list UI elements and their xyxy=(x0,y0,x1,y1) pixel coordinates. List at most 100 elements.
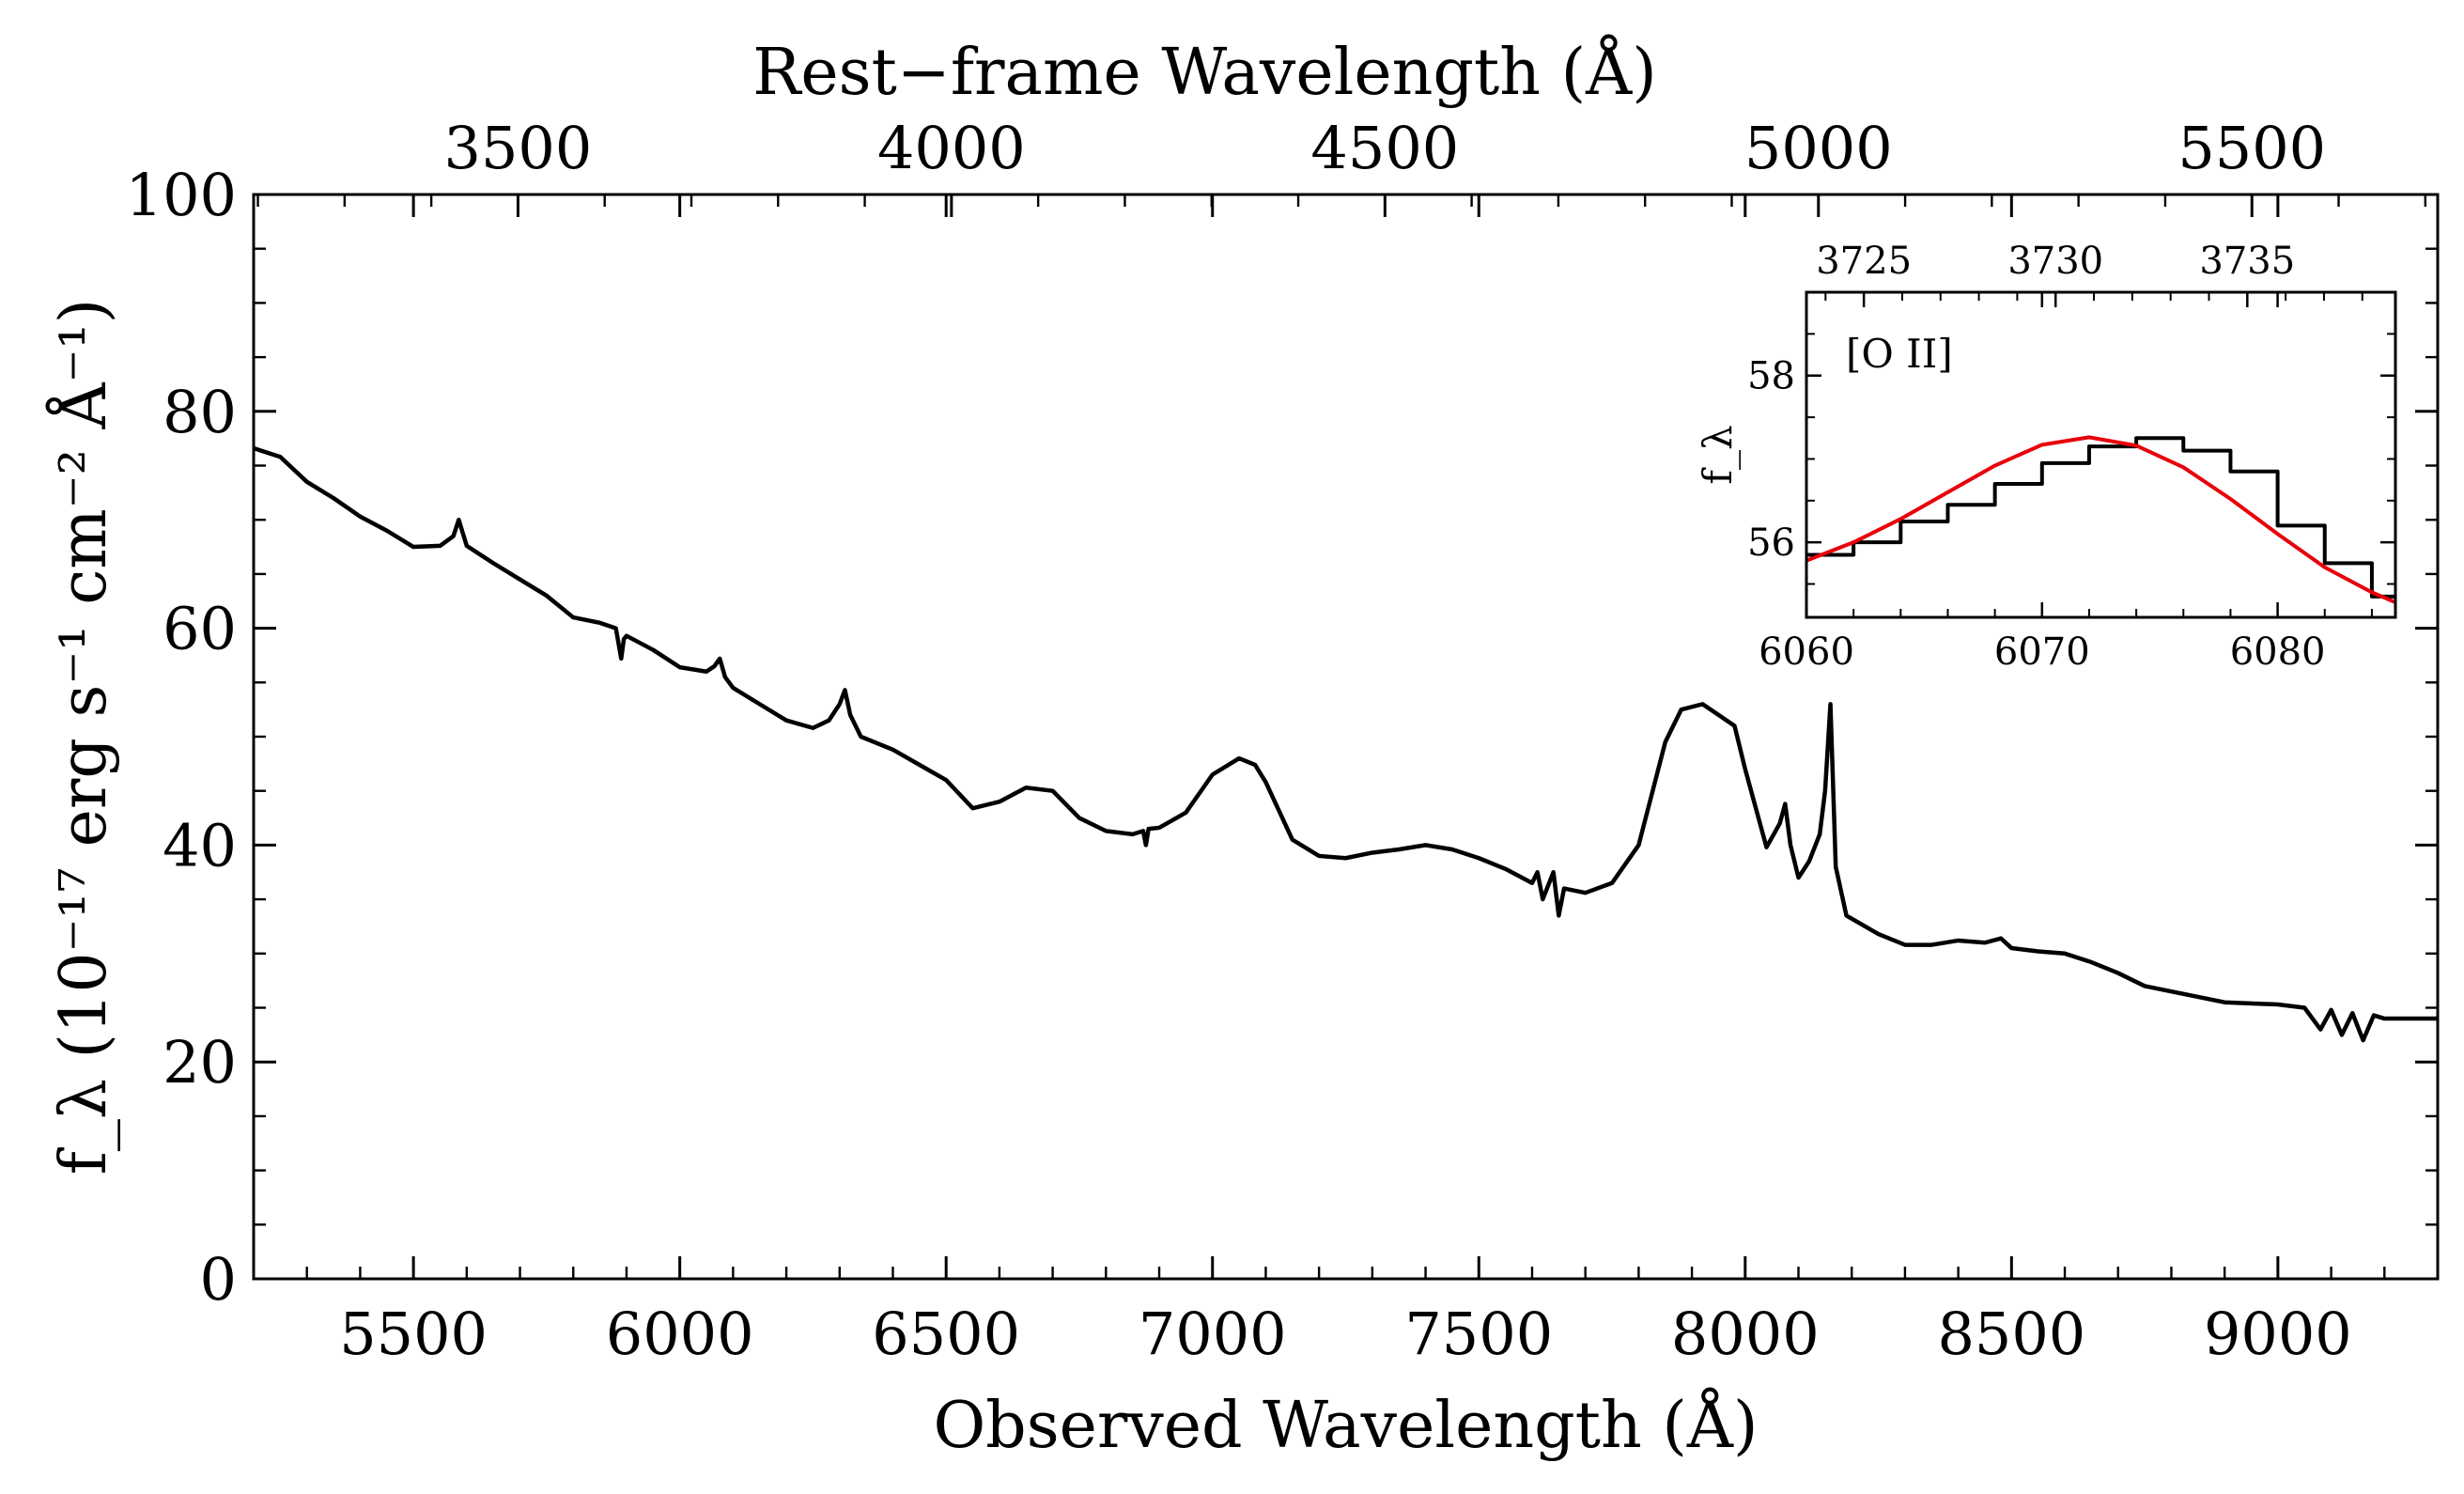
inset-plot: 6060 6070 6080 3725 3730 3735 56 58 [O II] f_λ xyxy=(1695,240,2397,674)
inset-data-point xyxy=(2324,567,2325,568)
main-data-point xyxy=(360,516,361,517)
main-data-point xyxy=(1254,764,1255,765)
main-data-point xyxy=(679,667,680,668)
inset-data-point xyxy=(2136,445,2137,446)
main-data-point xyxy=(2384,1018,2385,1019)
y-axis-title: f_λ (10⁻¹⁷ erg s⁻¹ cm⁻² Å⁻¹) xyxy=(46,299,121,1175)
main-x-tick-label: 7500 xyxy=(1404,1299,1553,1368)
main-data-point xyxy=(493,563,494,564)
main-data-point xyxy=(1808,861,1809,862)
main-data-point xyxy=(2373,1015,2374,1016)
main-data-point xyxy=(1158,827,1159,828)
main-data-point xyxy=(1611,882,1612,883)
main-data-point xyxy=(1878,933,1879,934)
inset-series-steps-0 xyxy=(1806,436,2395,599)
inset-data-point xyxy=(1994,465,1995,466)
main-data-point xyxy=(1718,714,1719,715)
main-top-x-tick-label: 5500 xyxy=(2177,114,2326,182)
inset-ticks: 6060 6070 6080 3725 3730 3735 56 58 xyxy=(1747,240,2395,674)
main-data-point xyxy=(615,628,616,629)
inset-data-point xyxy=(2088,446,2089,447)
main-data-point xyxy=(1846,915,1847,916)
main-data-point xyxy=(720,658,721,659)
inset-plot-frame xyxy=(1805,290,2397,619)
main-data-point xyxy=(705,671,706,672)
main-data-point xyxy=(1958,940,1959,941)
main-data-point xyxy=(1148,828,1149,829)
inset-series-smooth-1 xyxy=(1806,435,2395,604)
main-data-point xyxy=(1212,774,1213,775)
main-plot-border xyxy=(252,193,2440,1281)
main-data-point xyxy=(1904,944,1905,945)
main-data-point xyxy=(1585,893,1586,894)
main-data-point xyxy=(1451,848,1452,849)
inset-top-x-tick-label: 3735 xyxy=(2199,240,2295,283)
main-data-point xyxy=(386,530,387,531)
main-y-tick-label: 40 xyxy=(163,811,237,879)
main-data-point xyxy=(1744,769,1745,770)
main-data-point xyxy=(999,801,1000,802)
main-data-point xyxy=(892,749,893,750)
main-data-point xyxy=(1542,899,1543,900)
main-data-point xyxy=(850,714,851,715)
main-data-point xyxy=(1425,845,1426,846)
main-x-tick-label: 6000 xyxy=(606,1299,754,1368)
main-data-point xyxy=(813,727,814,728)
main-ticks: 5500 6000 6500 7000 7500 8000 8500 9000 3500 4000… xyxy=(126,114,2440,1368)
main-data-point xyxy=(1931,944,1932,945)
x-axis-title: Observed Wavelength (Å) xyxy=(933,1388,1758,1463)
main-data-point xyxy=(1399,848,1400,849)
main-data-point xyxy=(413,546,414,547)
main-data-point xyxy=(2171,991,2172,992)
main-data-point xyxy=(733,687,734,688)
main-data-point xyxy=(714,665,715,666)
inset-data-point xyxy=(2277,525,2278,526)
main-data-point xyxy=(1078,817,1079,818)
inset-data-point xyxy=(1900,519,1901,520)
inset-data-point xyxy=(2136,438,2137,439)
main-data-point xyxy=(1132,833,1133,834)
main-data-point xyxy=(2197,996,2198,997)
main-data-point xyxy=(1026,787,1027,788)
main-data-point xyxy=(1820,833,1821,834)
inset-plot-border xyxy=(1805,290,2397,619)
inset-data-point xyxy=(1947,491,1948,492)
main-data-point xyxy=(860,736,861,737)
main-data-point xyxy=(1563,888,1564,889)
main-data-point xyxy=(2064,953,2065,954)
main-data-point xyxy=(839,704,840,705)
main-data-point xyxy=(1558,915,1559,916)
inset-data-point xyxy=(1853,542,1854,543)
inset-y-axis-title: f_λ xyxy=(1695,425,1741,484)
main-data-point xyxy=(458,520,459,521)
main-top-x-tick-label: 5000 xyxy=(1744,114,1893,182)
inset-line-label: [O II] xyxy=(1846,331,1953,377)
main-data-point xyxy=(2331,1009,2332,1010)
main-data-point xyxy=(653,649,654,650)
inset-x-tick-label: 6060 xyxy=(1759,630,1854,674)
main-data-point xyxy=(453,536,454,537)
main-data-point xyxy=(1638,845,1639,846)
main-data-point xyxy=(919,764,920,765)
main-x-tick-label: 6500 xyxy=(872,1299,1020,1368)
inset-data-point xyxy=(2371,592,2372,593)
main-data-point xyxy=(1371,852,1372,853)
inset-data-point xyxy=(2230,471,2231,472)
main-data-point xyxy=(1142,831,1143,832)
inset-data-point xyxy=(1994,483,1995,484)
main-y-tick-label: 20 xyxy=(163,1028,237,1097)
inset-data-point xyxy=(2324,563,2325,564)
top-x-axis-title: Rest−frame Wavelength (Å) xyxy=(752,35,1657,110)
inset-data-point xyxy=(2088,437,2089,438)
main-top-x-tick-label: 4000 xyxy=(877,114,1026,182)
inset-data-point xyxy=(1947,505,1948,506)
main-data-point xyxy=(2224,1002,2225,1003)
main-data-point xyxy=(626,635,627,636)
main-data-point xyxy=(946,780,947,781)
main-data-point xyxy=(573,616,574,617)
main-data-point xyxy=(1665,741,1666,742)
inset-data-point xyxy=(2183,450,2184,451)
main-data-point xyxy=(2304,1007,2305,1008)
main-data-point xyxy=(1238,757,1239,758)
